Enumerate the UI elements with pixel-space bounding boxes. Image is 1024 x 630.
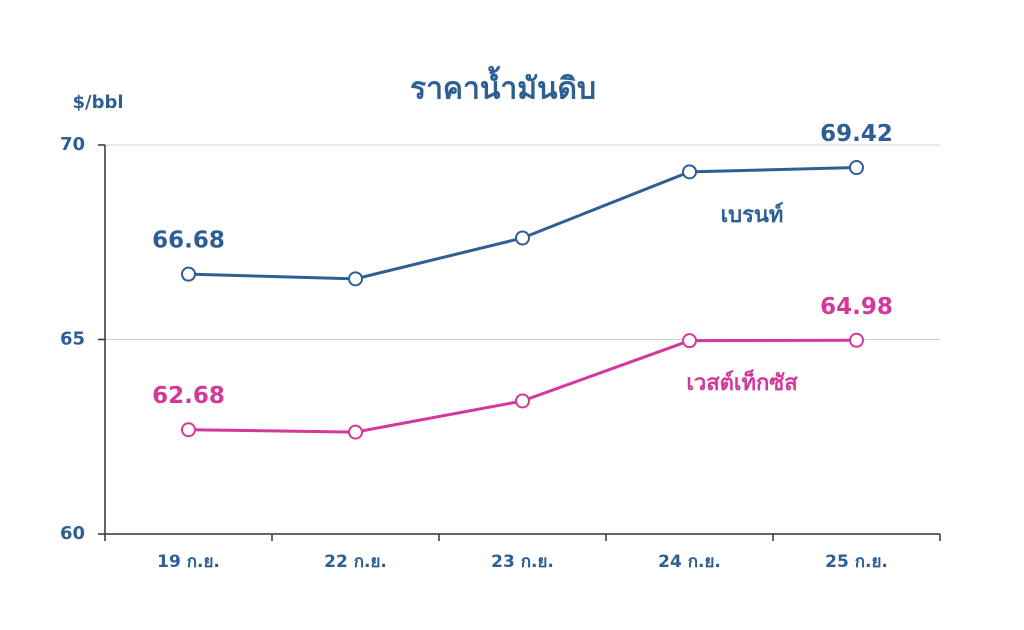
- y-tick-label: 60: [60, 523, 85, 544]
- x-tick-label: 25 ก.ย.: [825, 552, 888, 572]
- point: [515, 393, 530, 409]
- y-tick-label: 70: [60, 134, 85, 155]
- data-label: 69.42: [820, 121, 893, 147]
- data-label: 64.98: [820, 294, 893, 320]
- x-tick-label: 23 ก.ย.: [491, 552, 554, 572]
- point: [348, 424, 363, 440]
- series-label: เบรนท์: [721, 202, 784, 228]
- series-label: เวสต์เท็กซัส: [686, 368, 798, 396]
- data-label: 66.68: [152, 228, 225, 254]
- point: [849, 160, 864, 176]
- x-tick-label: 22 ก.ย.: [324, 552, 387, 572]
- point: [348, 271, 363, 287]
- point: [515, 230, 530, 246]
- y-tick-label: 65: [60, 329, 85, 350]
- x-tick-label: 19 ก.ย.: [157, 552, 220, 572]
- point: [849, 332, 864, 348]
- point: [682, 333, 697, 349]
- point: [181, 266, 196, 282]
- point: [682, 164, 697, 180]
- x-tick-label: 24 ก.ย.: [658, 552, 721, 572]
- chart-title: ราคาน้ำมันดิบ: [410, 66, 596, 107]
- point: [181, 422, 196, 438]
- data-label: 62.68: [152, 383, 225, 409]
- y-axis-label: $/bbl: [72, 92, 123, 113]
